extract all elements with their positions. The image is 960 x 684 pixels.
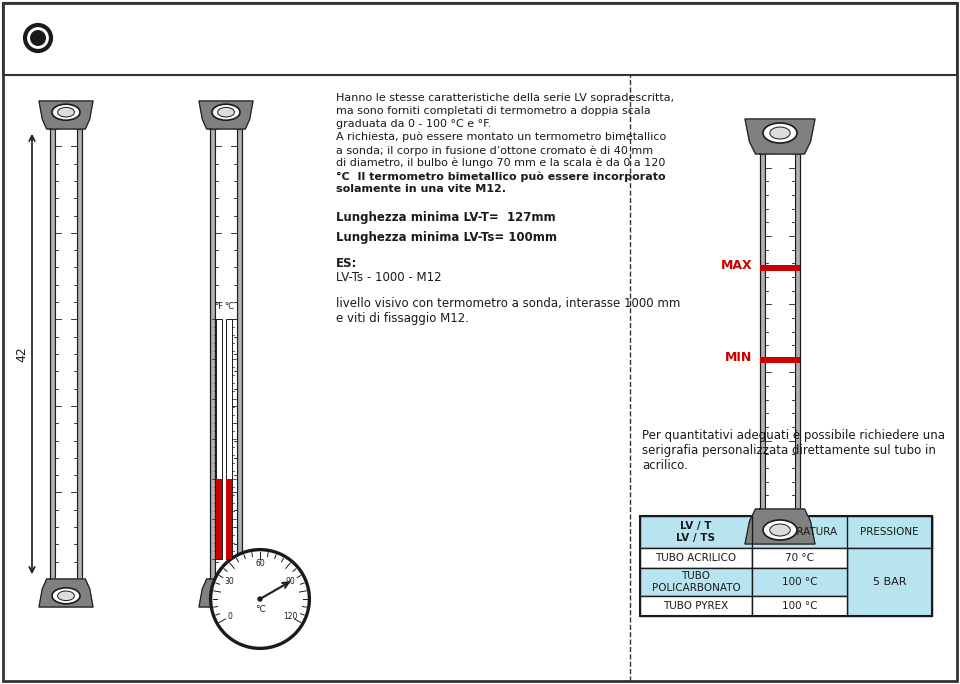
- Text: LV / T: LV / T: [65, 16, 115, 34]
- Text: solamente in una vite M12.: solamente in una vite M12.: [336, 184, 506, 194]
- Bar: [640, 516, 932, 616]
- Ellipse shape: [218, 107, 234, 117]
- Text: CON TERMOMETRO INTERNO: CON TERMOMETRO INTERNO: [289, 11, 691, 35]
- Ellipse shape: [770, 524, 790, 536]
- Ellipse shape: [763, 520, 797, 540]
- Text: 60: 60: [255, 560, 265, 568]
- Ellipse shape: [212, 104, 240, 120]
- Text: 70 °C: 70 °C: [785, 553, 814, 563]
- Text: °F: °F: [214, 302, 224, 311]
- Circle shape: [210, 549, 310, 649]
- Text: MAX: MAX: [720, 259, 752, 272]
- Text: ma sono forniti completati di termometro a doppia scala: ma sono forniti completati di termometro…: [336, 106, 651, 116]
- Text: 100 °C: 100 °C: [781, 601, 817, 611]
- Bar: [77, 129, 82, 579]
- Ellipse shape: [58, 107, 75, 117]
- Polygon shape: [39, 579, 93, 607]
- Text: PRESSIONE: PRESSIONE: [860, 527, 919, 537]
- Text: 42: 42: [15, 346, 29, 362]
- Text: 5 BAR: 5 BAR: [873, 577, 906, 587]
- Text: TUBO PYREX: TUBO PYREX: [663, 601, 729, 611]
- Ellipse shape: [58, 591, 75, 601]
- Bar: [55, 129, 77, 579]
- Text: MOD. DEP.: MOD. DEP.: [868, 16, 948, 31]
- Bar: [210, 129, 215, 579]
- Text: TUBO ACRILICO: TUBO ACRILICO: [656, 553, 736, 563]
- Bar: [237, 129, 242, 579]
- Polygon shape: [39, 101, 93, 129]
- Text: A richiesta, può essere montato un termometro bimetallico: A richiesta, può essere montato un termo…: [336, 132, 666, 142]
- Bar: [237, 129, 242, 579]
- Bar: [752, 596, 847, 616]
- Text: di diametro, il bulbo è lungo 70 mm e la scala è da 0 a 120: di diametro, il bulbo è lungo 70 mm e la…: [336, 158, 665, 168]
- Text: LV-Ts - 1000 - M12: LV-Ts - 1000 - M12: [336, 271, 442, 284]
- Polygon shape: [199, 101, 253, 129]
- Circle shape: [30, 30, 46, 46]
- Text: LV / TS: LV / TS: [65, 44, 128, 62]
- Bar: [226, 479, 232, 559]
- Text: Lunghezza minima LV-Ts= 100mm: Lunghezza minima LV-Ts= 100mm: [336, 231, 557, 244]
- Bar: [765, 154, 795, 509]
- Bar: [226, 319, 232, 559]
- Text: Hanno le stesse caratteristiche della serie LV sopradescritta,: Hanno le stesse caratteristiche della se…: [336, 93, 674, 103]
- Text: 0: 0: [228, 612, 232, 621]
- Text: TEMPERATURA: TEMPERATURA: [762, 527, 837, 537]
- Bar: [640, 568, 752, 596]
- Bar: [216, 479, 222, 559]
- Text: 30: 30: [225, 577, 234, 586]
- Text: a sonda; il corpo in fusione d’ottone cromato è di 40 mm: a sonda; il corpo in fusione d’ottone cr…: [336, 145, 653, 155]
- Bar: [760, 154, 765, 509]
- Bar: [640, 596, 752, 616]
- Text: °C: °C: [224, 302, 234, 311]
- Text: TUBO
POLICARBONATO: TUBO POLICARBONATO: [652, 571, 740, 593]
- Circle shape: [258, 597, 262, 601]
- Text: °C  Il termometro bimetallico può essere incorporato: °C Il termometro bimetallico può essere …: [336, 171, 665, 181]
- Ellipse shape: [770, 127, 790, 139]
- Bar: [216, 319, 222, 559]
- Ellipse shape: [52, 104, 80, 120]
- Bar: [760, 265, 800, 271]
- Text: LV / T
LV / TS: LV / T LV / TS: [677, 521, 715, 543]
- Bar: [50, 129, 55, 579]
- Text: °C: °C: [254, 605, 265, 614]
- Ellipse shape: [218, 591, 234, 601]
- Text: 120: 120: [283, 612, 298, 621]
- Bar: [752, 568, 847, 596]
- Text: ES:: ES:: [336, 257, 357, 270]
- Text: Lunghezza minima LV-T=  127mm: Lunghezza minima LV-T= 127mm: [336, 211, 556, 224]
- Circle shape: [25, 25, 51, 51]
- Circle shape: [213, 552, 307, 646]
- Ellipse shape: [763, 123, 797, 143]
- Text: livello visivo con termometro a sonda, interasse 1000 mm
e viti di fissaggio M12: livello visivo con termometro a sonda, i…: [336, 297, 681, 325]
- Bar: [640, 516, 932, 548]
- Bar: [77, 129, 82, 579]
- Text: MIN: MIN: [725, 352, 752, 365]
- Polygon shape: [745, 509, 815, 544]
- Bar: [640, 548, 752, 568]
- Ellipse shape: [52, 588, 80, 604]
- Ellipse shape: [212, 588, 240, 604]
- Bar: [752, 548, 847, 568]
- Bar: [760, 357, 800, 363]
- Bar: [795, 154, 800, 509]
- Bar: [50, 129, 55, 579]
- Text: 100 °C: 100 °C: [781, 577, 817, 587]
- Bar: [795, 154, 800, 509]
- Bar: [847, 548, 932, 616]
- Bar: [210, 129, 215, 579]
- Text: 90: 90: [285, 577, 295, 586]
- Bar: [3, 3, 957, 75]
- Bar: [215, 129, 237, 579]
- Polygon shape: [745, 119, 815, 154]
- Polygon shape: [199, 579, 253, 607]
- Text: CON TERMOMETRO A SONDA: CON TERMOMETRO A SONDA: [288, 43, 692, 67]
- Text: graduata da 0 - 100 °C e °F.: graduata da 0 - 100 °C e °F.: [336, 119, 492, 129]
- Text: Per quantitativi adeguati è possibile richiedere una
serigrafia personalizzata d: Per quantitativi adeguati è possibile ri…: [642, 429, 945, 472]
- Bar: [760, 154, 765, 509]
